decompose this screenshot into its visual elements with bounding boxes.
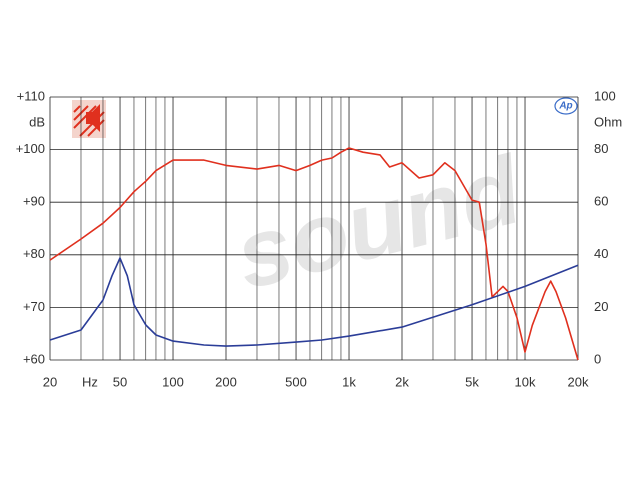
ap-badge: Ap (554, 97, 578, 115)
x-tick-label: 5k (465, 374, 479, 389)
y2-tick-label: 0 (594, 351, 601, 366)
curve (49, 147, 579, 361)
x-tick-label: 1k (342, 374, 356, 389)
x-tick-label: 50 (113, 374, 127, 389)
x-tick-label: 20 (43, 374, 57, 389)
y-tick-label: +80 (23, 246, 45, 261)
y2-tick-label: 40 (594, 246, 608, 261)
x-tick-label: 500 (285, 374, 307, 389)
y-tick-label: +70 (23, 299, 45, 314)
y-tick-label: +60 (23, 351, 45, 366)
y2-tick-label: 100 (594, 88, 616, 103)
watermark: sound (226, 136, 534, 310)
x-tick-label: 20k (568, 374, 589, 389)
svg-text:Ap: Ap (558, 101, 572, 112)
y2-tick-label: 20 (594, 299, 608, 314)
y2-tick-label: 60 (594, 194, 608, 209)
y-tick-label: +100 (16, 141, 45, 156)
y2-tick-label: 80 (594, 141, 608, 156)
x-unit: Hz (82, 374, 98, 389)
x-tick-label: 2k (395, 374, 409, 389)
y-unit: dB (29, 114, 45, 129)
y2-unit: Ohm (594, 114, 622, 129)
y-tick-label: +110 (17, 88, 45, 103)
x-tick-label: 100 (162, 374, 184, 389)
speaker-icon (72, 100, 106, 138)
x-tick-label: 200 (215, 374, 237, 389)
curve (49, 257, 579, 347)
x-tick-label: 10k (515, 374, 536, 389)
y-tick-label: +90 (23, 194, 45, 209)
